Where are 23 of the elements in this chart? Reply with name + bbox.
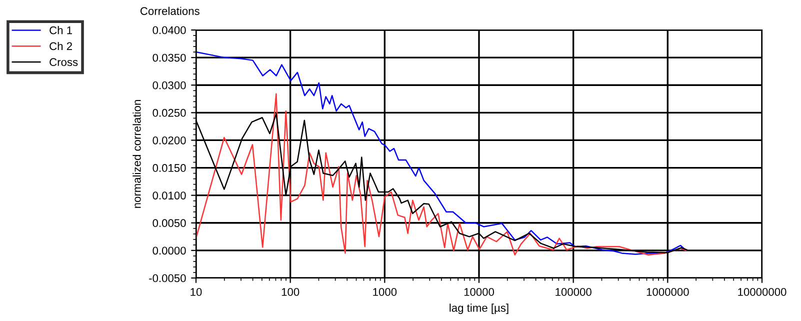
y-tick-label: 0.0050 (152, 219, 186, 228)
x-tick-label: 1000000 (646, 288, 689, 296)
x-tick-label: 10000000 (738, 288, 786, 296)
y-tick-label: 0.0000 (152, 246, 186, 255)
x-tick-label: 1000 (373, 288, 397, 296)
y-tick-label: 0.0300 (152, 81, 186, 90)
x-tick-label: 10000 (464, 288, 494, 296)
y-tick-label: 0.0400 (152, 26, 186, 34)
x-tick-label: 100 (282, 288, 300, 296)
x-tick-label: 10 (190, 288, 202, 296)
legend-label: Ch 2 (50, 42, 72, 50)
legend-label: Cross (50, 58, 78, 66)
legend-label: Ch 1 (50, 26, 72, 34)
chart-title: Correlations (140, 6, 200, 15)
y-tick-label: -0.0050 (149, 274, 186, 282)
x-tick-label: 100000 (556, 288, 592, 296)
y-tick-label: 0.0250 (152, 108, 186, 117)
y-tick-label: 0.0100 (152, 192, 186, 200)
y-axis-title: normalized correlation (132, 100, 141, 208)
y-tick-label: 0.0350 (152, 54, 186, 62)
x-axis-title: lag time [µs] (450, 304, 508, 314)
y-tick-label: 0.0150 (152, 164, 186, 172)
y-tick-label: 0.0200 (152, 136, 186, 144)
